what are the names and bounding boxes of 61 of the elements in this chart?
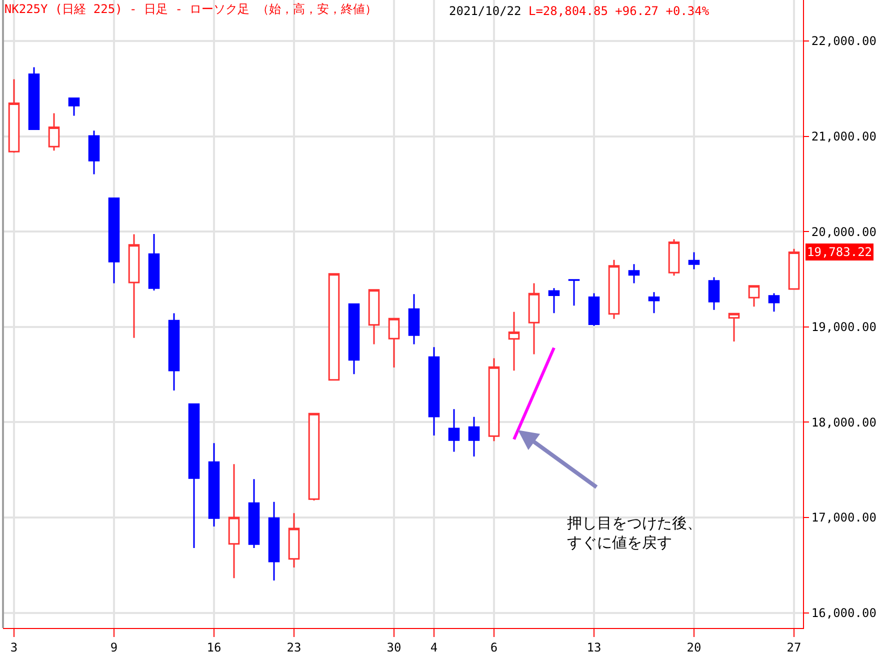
- chart-subtitle: 2021/10/22 L=28,804.85 +96.27 +0.34%: [449, 4, 710, 18]
- x-tick-label: 30: [386, 640, 402, 654]
- x-tick-label: 13: [586, 640, 602, 654]
- candlestick: [388, 318, 400, 368]
- candlestick: [248, 478, 260, 549]
- candlestick: [348, 303, 360, 375]
- candlestick: [168, 312, 180, 392]
- y-tick-label: 22,000.00: [811, 34, 876, 48]
- y-tick-label: 21,000.00: [811, 129, 876, 144]
- x-tick-label: 9: [110, 640, 118, 654]
- candlestick: [488, 357, 500, 442]
- candlestick: [128, 233, 140, 339]
- candlestick: [528, 282, 540, 355]
- candlestick: [588, 292, 600, 327]
- x-tick-label: 3: [10, 640, 18, 654]
- candlestick: [648, 291, 660, 314]
- candlestick: [628, 263, 640, 284]
- candlestick: [88, 130, 100, 176]
- chart-title: NK225Y (日経 225) - 日足 - ローソク足 （始，高，安，終値）: [4, 2, 377, 16]
- candlestick: [308, 412, 320, 502]
- candlestick: [408, 293, 420, 345]
- candlestick: [568, 279, 580, 306]
- candlestick: [108, 197, 120, 284]
- candlestick: [28, 66, 40, 130]
- candlestick: [8, 78, 20, 154]
- candlestick: [748, 285, 760, 308]
- candlestick: [768, 292, 780, 312]
- candlestick: [68, 98, 80, 116]
- y-tick-label: 19,000.00: [811, 320, 876, 334]
- y-tick-label: 17,000.00: [811, 510, 876, 525]
- annotation: 押し目をつけた後、すぐに値を戻す: [567, 514, 702, 552]
- x-tick-label: 4: [430, 640, 438, 654]
- candlestick: [148, 233, 160, 292]
- text: 19,783.22: [807, 245, 872, 259]
- x-tick-label: 27: [786, 640, 802, 654]
- x-tick-label: 16: [206, 640, 222, 654]
- candlestick: [428, 346, 440, 436]
- candlestick: [328, 272, 340, 381]
- candlestick: [448, 408, 460, 453]
- x-tick-label: 20: [686, 640, 702, 654]
- candlestick: [268, 501, 280, 582]
- candlestick: [188, 403, 200, 549]
- y-tick-label: 20,000.00: [811, 224, 876, 239]
- candlestick: [368, 289, 380, 345]
- candlestick: [708, 276, 720, 311]
- candlestick: [508, 311, 520, 372]
- y-tick-label: 16,000.00: [811, 606, 876, 620]
- candlestick: [228, 463, 240, 579]
- x-tick-label: 6: [490, 640, 498, 654]
- candlestick: [688, 252, 700, 270]
- candlestick: [548, 287, 560, 314]
- x-tick-label: 23: [286, 640, 302, 654]
- candlestick: [668, 238, 680, 276]
- y-tick-label: 18,000.00: [811, 415, 876, 430]
- candlestick: [728, 312, 740, 342]
- candlestick: [468, 416, 480, 458]
- candlestick: [788, 248, 800, 290]
- candlestick: [208, 442, 220, 528]
- candlestick: [288, 512, 300, 568]
- candlestick: [608, 259, 620, 320]
- candlestick: [48, 112, 60, 152]
